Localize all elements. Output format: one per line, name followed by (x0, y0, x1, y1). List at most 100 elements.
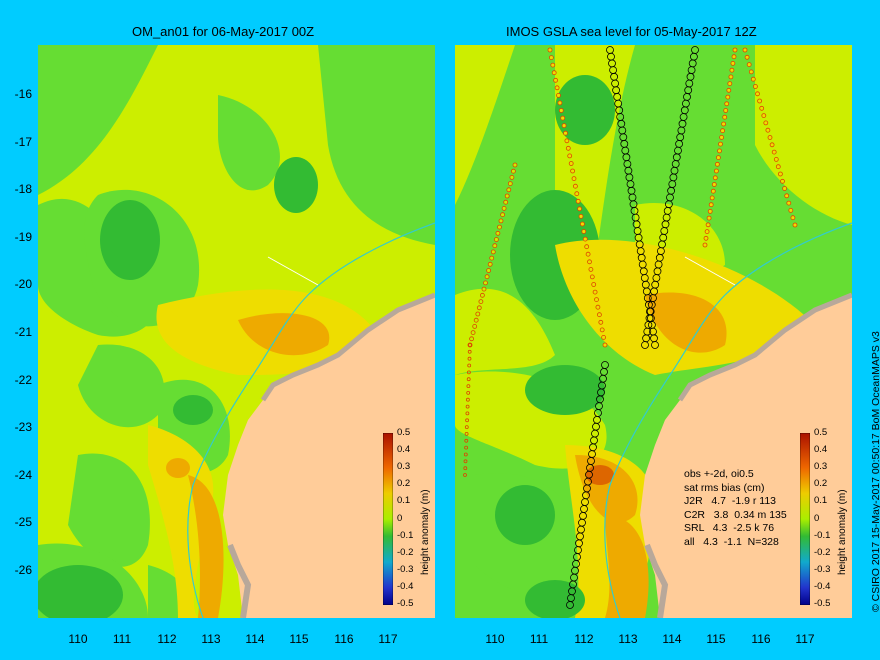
colorbar-tick: 0.5 (814, 427, 828, 438)
lat-tick-label: -16 (14, 87, 32, 101)
anomaly-contour (455, 288, 555, 375)
observation-marker (560, 115, 566, 121)
lon-tick-label: 111 (529, 632, 549, 646)
observation-marker (550, 62, 556, 68)
observation-marker (478, 299, 484, 305)
observation-marker (578, 213, 584, 219)
observation-marker (503, 199, 509, 205)
observation-marker (721, 121, 727, 127)
lat-tick-label: -25 (14, 515, 32, 529)
observation-marker (763, 120, 769, 126)
left-map-panel (38, 45, 435, 618)
observation-marker (497, 224, 502, 230)
observation-marker (511, 168, 516, 174)
observation-marker (731, 54, 737, 60)
observation-marker (509, 174, 515, 180)
observation-marker (487, 261, 493, 267)
shelf-contour (187, 222, 435, 618)
observation-marker (466, 390, 471, 395)
lon-tick-label: 113 (618, 632, 638, 646)
observation-marker (563, 130, 568, 136)
lat-tick-label: -19 (14, 230, 32, 244)
observation-marker (711, 182, 717, 187)
colorbar-tick: -0.5 (814, 598, 831, 609)
observation-marker (566, 601, 574, 609)
transect-line (684, 256, 736, 286)
colorbar-gradient (383, 433, 393, 605)
anomaly-contour (525, 365, 605, 415)
observation-marker (782, 186, 788, 191)
colorbar-tick: 0 (814, 513, 820, 524)
observation-marker (567, 153, 573, 159)
observation-marker (702, 242, 708, 248)
colorbar-tick: -0.1 (397, 530, 414, 541)
observation-marker (729, 67, 735, 73)
observation-marker (757, 98, 763, 104)
observation-marker (584, 244, 590, 250)
observation-marker (573, 183, 578, 189)
observation-marker (556, 93, 561, 98)
lon-tick-label: 110 (68, 632, 88, 646)
observation-marker (786, 200, 792, 206)
observation-marker (466, 384, 471, 389)
anomaly-contour (238, 313, 330, 356)
observation-marker (727, 81, 733, 86)
observation-marker (465, 404, 470, 409)
anomaly-contour (68, 453, 150, 567)
colorbar-right: 0.5 0.4 0.3 0.2 0.1 0 -0.1 -0.2 -0.3 -0.… (800, 427, 830, 609)
colorbar-tick: -0.4 (397, 581, 414, 592)
observation-marker (467, 356, 472, 361)
observation-marker (722, 114, 728, 120)
colorbar-tick: 0.2 (397, 478, 411, 489)
lat-tick-label: -23 (14, 420, 32, 434)
observation-marker (714, 161, 720, 167)
observation-marker (568, 161, 574, 166)
observation-marker (703, 235, 709, 241)
colorbar-gradient (800, 433, 810, 605)
left-map-svg (38, 45, 435, 618)
observation-marker (708, 202, 714, 208)
observation-marker (512, 162, 518, 168)
observation-marker (565, 145, 571, 151)
observation-marker (582, 236, 588, 242)
observation-marker (463, 452, 468, 457)
anomaly-contour (274, 157, 318, 213)
observation-marker (767, 135, 773, 140)
observation-marker (746, 62, 752, 68)
lon-tick-label: 115 (706, 632, 726, 646)
observation-marker (464, 445, 469, 450)
coastline (644, 543, 669, 618)
obs-statistics: obs +-2d, oi0.5 sat rms bias (cm) J2R 4.7 … (684, 468, 787, 549)
observation-marker (484, 274, 490, 280)
observation-marker (481, 286, 487, 292)
lon-tick-label: 111 (112, 632, 132, 646)
coastline (227, 543, 252, 618)
colorbar-tick: 0.1 (814, 495, 828, 506)
observation-marker (595, 304, 601, 310)
stats-line: J2R 4.7 -1.9 r 113 (684, 495, 777, 507)
observation-marker (719, 135, 725, 140)
observation-marker (718, 141, 723, 147)
observation-marker (581, 229, 587, 234)
lon-tick-label: 114 (662, 632, 682, 646)
observation-marker (466, 377, 471, 382)
colorbar-left: 0.5 0.4 0.3 0.2 0.1 0 -0.1 -0.2 -0.3 -0.… (383, 427, 413, 609)
colorbar-tick: 0.4 (397, 444, 411, 455)
observation-marker (589, 274, 595, 280)
lon-tick-label: 112 (574, 632, 594, 646)
observation-marker (705, 222, 711, 228)
observation-marker (467, 349, 472, 354)
observation-marker (494, 237, 499, 242)
observation-marker (710, 188, 716, 194)
stats-line: sat rms bias (cm) (684, 481, 765, 494)
observation-marker (498, 218, 504, 224)
observation-marker (463, 473, 467, 477)
observation-marker (557, 100, 563, 106)
observation-marker (744, 54, 750, 60)
observation-marker (551, 70, 557, 76)
observation-marker (475, 311, 481, 317)
land-mass (223, 295, 435, 618)
observation-marker (472, 323, 478, 329)
observation-marker (558, 108, 564, 113)
observation-marker (712, 175, 718, 181)
